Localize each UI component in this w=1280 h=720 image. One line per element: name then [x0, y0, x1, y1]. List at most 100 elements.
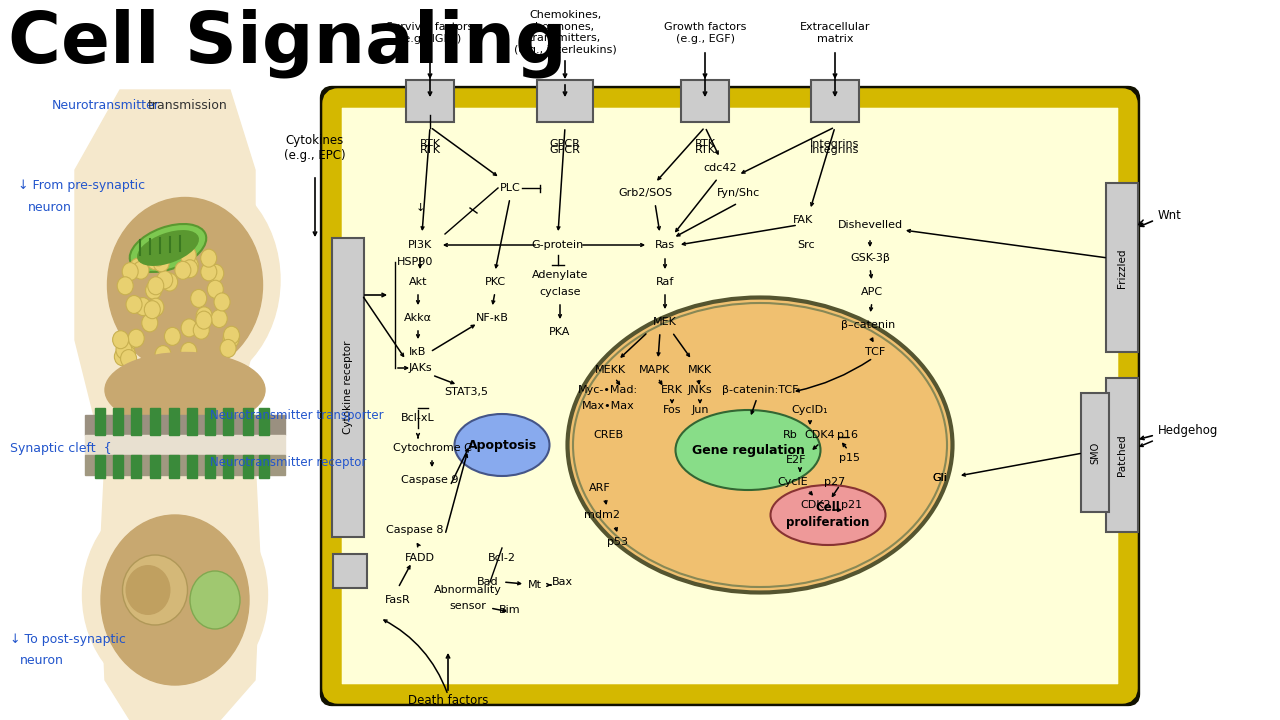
Ellipse shape [133, 261, 148, 279]
Text: Abnormality: Abnormality [434, 585, 502, 595]
Text: sensor: sensor [449, 601, 486, 611]
Text: JAKs: JAKs [408, 363, 431, 373]
Ellipse shape [105, 353, 265, 428]
Polygon shape [223, 408, 233, 435]
Text: Grb2/SOS: Grb2/SOS [618, 188, 672, 198]
Ellipse shape [120, 349, 137, 367]
Polygon shape [113, 408, 123, 435]
Ellipse shape [147, 276, 164, 294]
Polygon shape [243, 408, 253, 435]
Text: ↓ From pre-synaptic: ↓ From pre-synaptic [18, 179, 145, 192]
Ellipse shape [567, 297, 952, 593]
Ellipse shape [196, 307, 212, 325]
Polygon shape [187, 455, 197, 478]
Ellipse shape [113, 330, 128, 348]
Text: Akt: Akt [408, 277, 428, 287]
Text: PLC: PLC [499, 183, 521, 193]
Ellipse shape [142, 314, 157, 332]
Text: p27: p27 [824, 477, 846, 487]
FancyBboxPatch shape [538, 80, 593, 122]
Ellipse shape [114, 348, 131, 366]
FancyBboxPatch shape [1106, 378, 1138, 532]
Text: ↓: ↓ [415, 203, 425, 213]
FancyBboxPatch shape [1106, 183, 1138, 352]
Polygon shape [150, 455, 160, 478]
Text: Dishevelled: Dishevelled [837, 220, 902, 230]
Text: β-catenin:TCF: β-catenin:TCF [722, 385, 799, 395]
Polygon shape [84, 435, 285, 455]
Text: Bax: Bax [552, 577, 572, 587]
Ellipse shape [108, 197, 262, 372]
Ellipse shape [119, 346, 136, 364]
Ellipse shape [125, 565, 170, 615]
Text: RTK: RTK [695, 145, 716, 155]
Text: Jun: Jun [691, 405, 709, 415]
Text: Myc-•Mad:: Myc-•Mad: [579, 385, 637, 395]
FancyBboxPatch shape [333, 554, 367, 588]
Text: HSP90: HSP90 [397, 257, 433, 267]
Ellipse shape [147, 252, 163, 270]
Text: Mt: Mt [529, 580, 541, 590]
Text: p53: p53 [608, 537, 628, 547]
Text: Cytokine receptor: Cytokine receptor [343, 341, 353, 433]
Text: ERK: ERK [660, 385, 684, 395]
Text: Bim: Bim [499, 605, 521, 615]
Ellipse shape [154, 253, 169, 271]
Text: Raf: Raf [655, 277, 675, 287]
FancyBboxPatch shape [406, 80, 454, 122]
Text: Growth factors
(e.g., EGF): Growth factors (e.g., EGF) [664, 22, 746, 44]
Text: SMO: SMO [1091, 442, 1100, 464]
Text: NF-κB: NF-κB [476, 313, 508, 323]
Ellipse shape [148, 298, 164, 316]
Text: STAT3,5: STAT3,5 [444, 387, 488, 397]
Polygon shape [243, 455, 253, 478]
Ellipse shape [201, 249, 216, 267]
Ellipse shape [125, 295, 142, 313]
Polygon shape [205, 408, 215, 435]
Text: FADD: FADD [404, 553, 435, 563]
Polygon shape [84, 455, 285, 475]
Text: Cell Signaling: Cell Signaling [8, 8, 567, 78]
Text: ARF: ARF [589, 483, 611, 493]
Text: transmission: transmission [148, 99, 228, 112]
Text: CDK2: CDK2 [801, 500, 831, 510]
FancyBboxPatch shape [812, 80, 859, 122]
Ellipse shape [182, 319, 197, 337]
Text: p21: p21 [841, 500, 863, 510]
Text: neuron: neuron [28, 200, 72, 214]
Text: Gene regulation: Gene regulation [691, 444, 804, 456]
Text: p16: p16 [837, 430, 859, 440]
Text: Death factors: Death factors [408, 693, 488, 706]
Text: β–catenin: β–catenin [841, 320, 895, 330]
Text: G-protein: G-protein [532, 240, 584, 250]
Text: PKA: PKA [549, 327, 571, 337]
Polygon shape [169, 455, 179, 478]
Text: Caspase 8: Caspase 8 [387, 525, 444, 535]
Text: E2F: E2F [786, 455, 806, 465]
FancyBboxPatch shape [332, 238, 364, 537]
Polygon shape [131, 455, 141, 478]
Text: Max•Max: Max•Max [581, 401, 635, 411]
Text: Bad: Bad [477, 577, 499, 587]
Ellipse shape [90, 170, 280, 390]
Polygon shape [76, 90, 260, 720]
Ellipse shape [101, 515, 250, 685]
Text: MEK: MEK [653, 317, 677, 327]
Ellipse shape [122, 263, 138, 281]
Text: FAK: FAK [792, 215, 813, 225]
Text: cdc42: cdc42 [703, 163, 737, 173]
FancyBboxPatch shape [324, 90, 1137, 702]
Text: Patched: Patched [1117, 434, 1126, 476]
Text: CyclE: CyclE [778, 477, 808, 487]
Ellipse shape [147, 299, 163, 317]
Text: ↓ To post-synaptic: ↓ To post-synaptic [10, 634, 125, 647]
Text: MKK: MKK [687, 365, 712, 375]
Polygon shape [131, 408, 141, 435]
Text: APC: APC [861, 287, 883, 297]
Text: Akkα: Akkα [404, 313, 433, 323]
Ellipse shape [214, 293, 230, 311]
Text: IκB: IκB [410, 347, 426, 357]
Ellipse shape [145, 301, 160, 319]
Text: Survival factors
(e.g., IGF1): Survival factors (e.g., IGF1) [387, 22, 474, 44]
Text: Chemokines,
hormones,
transmitters,
(e.g., interleukins): Chemokines, hormones, transmitters, (e.g… [513, 10, 617, 55]
